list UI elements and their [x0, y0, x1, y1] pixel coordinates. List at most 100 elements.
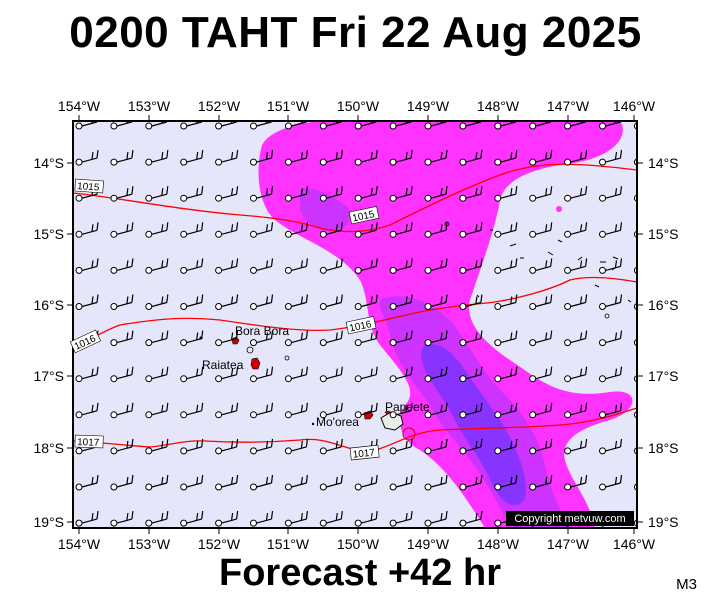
wind-barb	[319, 438, 343, 455]
lat-label: 17°S	[33, 368, 64, 384]
wind-barb	[529, 222, 553, 238]
lat-label: 16°S	[648, 297, 679, 313]
wind-barb	[215, 402, 239, 419]
wind-barb	[145, 186, 169, 202]
isobar-1017	[73, 407, 637, 452]
wind-barb	[284, 438, 308, 455]
wind-barb	[459, 402, 483, 419]
wind-barb	[564, 121, 587, 130]
wind-barb	[354, 474, 378, 491]
wind-barb	[459, 121, 482, 130]
wind-barb	[110, 222, 134, 238]
wind-barb	[459, 150, 483, 166]
wind-barb	[215, 258, 239, 274]
wind-barb	[529, 474, 553, 491]
isobar-label: 1017	[352, 447, 376, 460]
lon-label: 152°W	[198, 98, 241, 114]
wind-barb	[599, 474, 623, 491]
wind-barb	[424, 150, 448, 166]
lon-label: 154°W	[58, 536, 101, 552]
wind-barb	[250, 258, 274, 274]
wind-barb	[145, 258, 169, 274]
wind-barb	[180, 222, 204, 238]
wind-barb	[145, 438, 169, 455]
wind-barb	[424, 121, 447, 130]
wind-barb	[459, 438, 483, 455]
wind-barb	[389, 474, 413, 491]
isobar-label: 1017	[77, 437, 100, 449]
wind-barb	[319, 222, 343, 238]
wind-barb	[389, 438, 413, 455]
wind-barb	[180, 366, 204, 383]
lat-label: 15°S	[648, 226, 679, 242]
wind-barb	[424, 366, 448, 383]
wind-barb	[564, 366, 588, 383]
wind-barb	[145, 222, 169, 238]
wind-barb	[529, 150, 553, 166]
wind-barb	[529, 294, 553, 310]
wind-barb	[250, 121, 273, 130]
wind-barb	[424, 222, 448, 238]
wind-barb	[180, 511, 204, 527]
lon-label: 151°W	[267, 536, 310, 552]
wind-barb	[284, 330, 308, 347]
wind-barb	[494, 366, 518, 383]
wind-barb	[459, 294, 483, 310]
wind-barb	[564, 222, 588, 238]
wind-barb	[319, 294, 343, 310]
wind-barb	[599, 258, 623, 274]
forecast-label: Forecast +42 hr	[219, 552, 501, 594]
lon-labels-bottom: 154°W 153°W 152°W 151°W 150°W 149°W 148°…	[58, 536, 656, 552]
lon-label: 147°W	[547, 98, 590, 114]
wind-barb	[354, 330, 378, 347]
wind-barb	[424, 402, 448, 419]
wind-barb	[564, 294, 588, 310]
wind-barb	[180, 258, 204, 274]
wind-barb	[459, 186, 483, 202]
wind-barb	[494, 294, 518, 310]
wind-barb	[284, 222, 308, 238]
wind-barb	[250, 294, 274, 310]
lat-labels-left: 14°S 15°S 16°S 17°S 18°S 19°S	[33, 155, 64, 530]
wind-barb	[494, 438, 518, 455]
wind-barb	[389, 366, 413, 383]
wind-barb	[250, 511, 274, 527]
wind-barb	[459, 222, 483, 238]
lat-label: 19°S	[648, 514, 679, 530]
lon-label: 153°W	[128, 536, 171, 552]
lat-label: 16°S	[33, 297, 64, 313]
wind-barb	[75, 294, 99, 310]
map-tag: M3	[676, 576, 697, 593]
wind-barb	[250, 474, 274, 491]
wind-barb	[110, 330, 134, 347]
lon-label: 146°W	[613, 536, 656, 552]
wind-barb	[250, 402, 274, 419]
wind-barb	[494, 258, 518, 274]
wind-barb	[215, 150, 239, 166]
wind-barb	[180, 150, 204, 166]
wind-barb	[424, 330, 448, 347]
lon-label: 150°W	[337, 98, 380, 114]
lat-label: 17°S	[648, 368, 679, 384]
wind-barb	[319, 366, 343, 383]
wind-barb	[529, 330, 553, 347]
wind-barb	[145, 402, 169, 419]
wind-barb	[564, 330, 588, 347]
lon-label: 151°W	[267, 98, 310, 114]
wind-barb	[215, 366, 239, 383]
copyright-text: Copyright metvuw.com	[514, 513, 625, 525]
wind-barb	[564, 186, 588, 202]
wind-barb	[354, 186, 378, 202]
wind-barb	[529, 186, 553, 202]
wind-barb	[110, 150, 134, 166]
wind-barb	[599, 330, 623, 347]
wind-barb	[459, 366, 483, 383]
wind-barb	[529, 402, 553, 419]
rain-band-heavy	[421, 344, 527, 505]
place-label-bora-bora: Bora Bora	[235, 324, 289, 338]
axis-ticks	[67, 115, 643, 534]
wind-barb	[319, 258, 343, 274]
wind-barb	[110, 258, 134, 274]
wind-barb	[284, 402, 308, 419]
wind-barb	[250, 222, 274, 238]
